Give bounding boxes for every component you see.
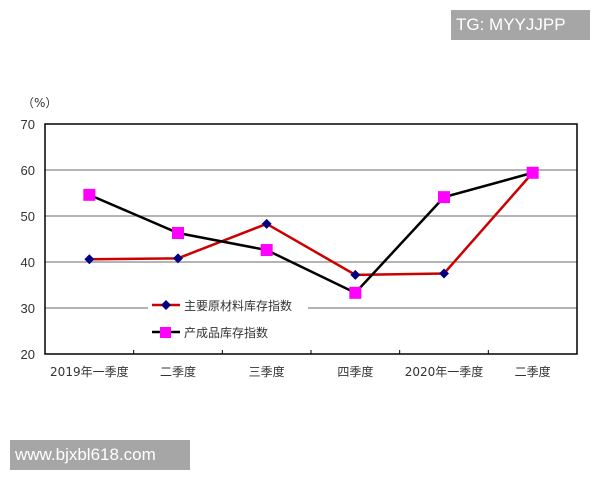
- watermark-bottom: www.bjxbl618.com: [10, 440, 190, 470]
- square-marker: [172, 227, 184, 240]
- square-marker: [349, 286, 362, 299]
- diamond-marker: [439, 268, 449, 279]
- y-axis-unit-label: （%）: [22, 96, 57, 110]
- x-tick-label: 二季度: [515, 364, 551, 379]
- series-line: [88, 171, 533, 295]
- series-line: [89, 171, 534, 277]
- y-tick-label: 50: [21, 209, 35, 224]
- y-tick-label: 70: [21, 117, 35, 132]
- x-tick-label: 四季度: [337, 364, 373, 379]
- y-tick-label: 20: [21, 347, 35, 362]
- diamond-marker: [261, 218, 272, 229]
- y-tick-label: 40: [21, 255, 35, 270]
- diamond-marker: [173, 253, 183, 264]
- diamond-marker: [350, 269, 361, 280]
- legend-diamond-icon: [161, 300, 171, 310]
- x-tick-label: 2020年一季度: [405, 364, 484, 379]
- square-marker: [526, 166, 539, 179]
- legend-label: 产成品库存指数: [184, 325, 268, 340]
- x-tick-label: 二季度: [160, 364, 196, 379]
- watermark-top: TG: MYYJJPP: [451, 10, 590, 40]
- y-tick-label: 60: [21, 163, 35, 178]
- square-marker: [438, 191, 450, 204]
- legend-label: 主要原材料库存指数: [184, 298, 292, 313]
- diamond-marker: [84, 254, 95, 265]
- y-tick-label: 30: [21, 301, 35, 316]
- x-tick-label: 三季度: [249, 364, 285, 379]
- legend-bg: [148, 292, 308, 342]
- legend-square-icon: [160, 327, 171, 338]
- x-tick-label: 2019年一季度: [50, 364, 129, 379]
- square-marker: [260, 244, 273, 257]
- plot-area: [44, 123, 578, 355]
- square-marker: [83, 188, 96, 201]
